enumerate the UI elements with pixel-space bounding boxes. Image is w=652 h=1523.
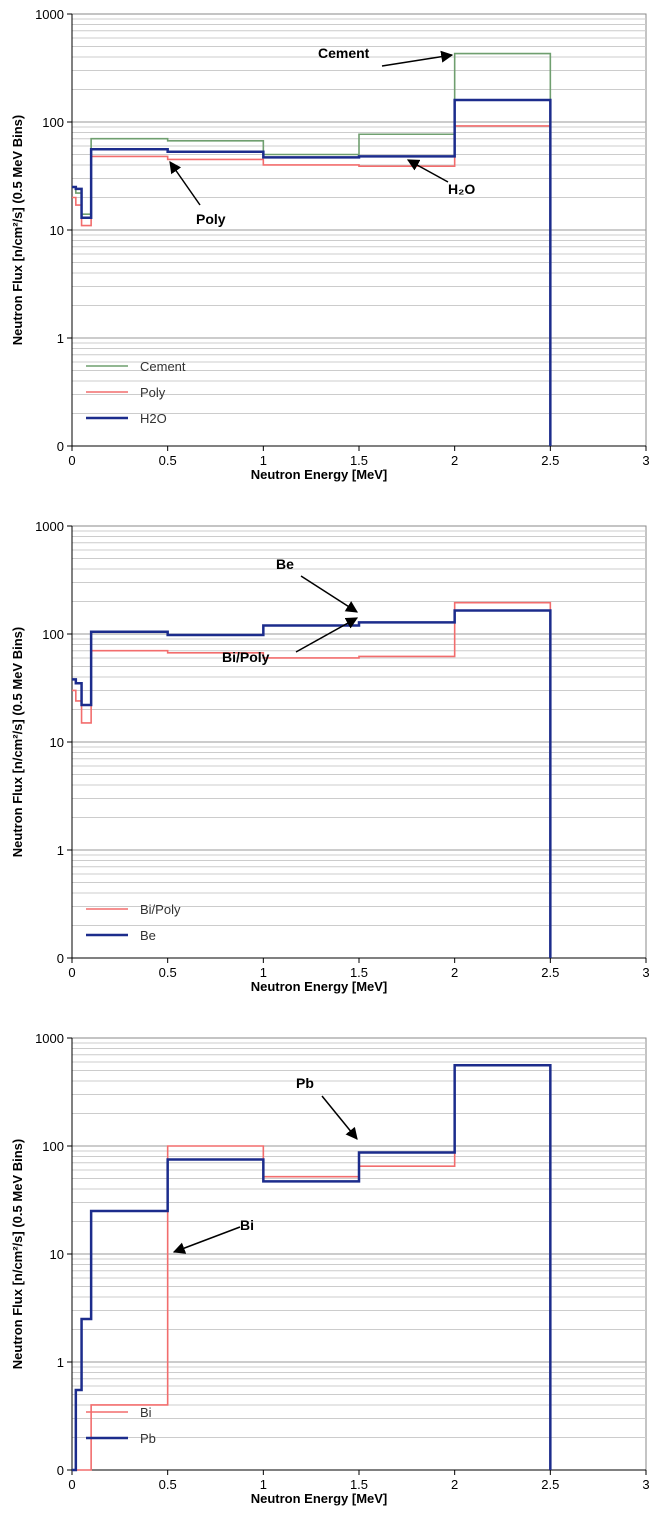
annotation-label: H₂O — [448, 181, 475, 197]
annotation-arrow — [321, 1095, 358, 1140]
chart-panel-2: 0 0.5 1 1.5 2 2.5 3 0 1 10 100 1000 Neutron Energy [… — [0, 512, 652, 1012]
x-tick-label: 0.5 — [159, 453, 177, 468]
y-tick-label: 1 — [57, 331, 64, 346]
x-tick-label: 0.5 — [159, 1477, 177, 1492]
x-tick-label: 0 — [68, 453, 75, 468]
chart-panel-1: 0 0.5 1 1.5 2 2.5 3 0 1 10 100 1000 Neutron Energy [… — [0, 0, 652, 500]
x-axis-label: Neutron Energy [MeV] — [251, 979, 388, 994]
y-tick-label: 10 — [50, 223, 64, 238]
annotation-label: Pb — [296, 1075, 314, 1091]
chart-2-svg: 0 0.5 1 1.5 2 2.5 3 0 1 10 100 1000 Neutron Energy [… — [10, 519, 650, 994]
annotation-label: Be — [276, 556, 294, 572]
y-tick-label: 1000 — [35, 519, 64, 534]
legend-label: Pb — [140, 1431, 156, 1446]
y-tick-label: 0 — [57, 1463, 64, 1478]
legend-label: Bi/Poly — [140, 902, 181, 917]
y-tick-label: 0 — [57, 951, 64, 966]
x-tick-label: 0 — [68, 965, 75, 980]
legend-label: H2O — [140, 411, 167, 426]
y-axis-label: Neutron Flux [n/cm²/s] (0.5 MeV Bins) — [10, 115, 25, 345]
x-tick-label: 2 — [451, 1477, 458, 1492]
annotation-arrow — [381, 50, 454, 67]
y-tick-label: 1 — [57, 1355, 64, 1370]
annotation-label: Bi — [240, 1217, 254, 1233]
x-tick-label: 2 — [451, 453, 458, 468]
x-tick-label: 2.5 — [541, 453, 559, 468]
y-tick-label: 0 — [57, 439, 64, 454]
x-axis-label: Neutron Energy [MeV] — [251, 1491, 388, 1506]
chart-1-svg: 0 0.5 1 1.5 2 2.5 3 0 1 10 100 1000 Neutron Energy [… — [10, 7, 650, 482]
legend-label: Cement — [140, 359, 186, 374]
y-tick-label: 10 — [50, 735, 64, 750]
x-tick-label: 3 — [642, 965, 649, 980]
y-tick-label: 100 — [42, 115, 64, 130]
legend-label: Bi — [140, 1405, 152, 1420]
series-line-bi-poly — [72, 601, 552, 958]
y-tick-label: 1000 — [35, 7, 64, 22]
y-tick-label: 10 — [50, 1247, 64, 1262]
y-tick-label: 1000 — [35, 1031, 64, 1046]
annotation-arrow — [295, 617, 359, 653]
y-tick-label: 1 — [57, 843, 64, 858]
x-tick-label: 2.5 — [541, 1477, 559, 1492]
x-tick-label: 0.5 — [159, 965, 177, 980]
x-tick-label: 1 — [260, 965, 267, 980]
x-tick-label: 1.5 — [350, 1477, 368, 1492]
y-axis-label: Neutron Flux [n/cm²/s] (0.5 MeV Bins) — [10, 1139, 25, 1369]
x-tick-label: 1 — [260, 453, 267, 468]
x-tick-label: 3 — [642, 1477, 649, 1492]
annotation-arrow — [406, 159, 449, 183]
annotation-label: Bi/Poly — [222, 649, 270, 665]
annotation-label: Cement — [318, 45, 370, 61]
x-tick-label: 2.5 — [541, 965, 559, 980]
x-tick-label: 2 — [451, 965, 458, 980]
series-line-be — [72, 609, 552, 958]
legend-label: Be — [140, 928, 156, 943]
chart-3-svg: 0 0.5 1 1.5 2 2.5 3 0 1 10 100 1000 Neutron Energy [… — [10, 1031, 650, 1506]
annotation-arrow — [169, 161, 201, 206]
legend-label: Poly — [140, 385, 166, 400]
series-line-h2o — [72, 98, 552, 446]
y-tick-label: 100 — [42, 1139, 64, 1154]
x-tick-label: 0 — [68, 1477, 75, 1492]
x-tick-label: 1.5 — [350, 965, 368, 980]
annotation-arrow — [300, 575, 359, 613]
chart-panel-3: 0 0.5 1 1.5 2 2.5 3 0 1 10 100 1000 Neutron Energy [… — [0, 1024, 652, 1523]
x-tick-label: 1 — [260, 1477, 267, 1492]
annotation-arrow — [172, 1226, 241, 1254]
y-tick-label: 100 — [42, 627, 64, 642]
series-line-pb — [72, 1063, 552, 1472]
x-tick-label: 1.5 — [350, 453, 368, 468]
x-tick-label: 3 — [642, 453, 649, 468]
y-axis-label: Neutron Flux [n/cm²/s] (0.5 MeV Bins) — [10, 627, 25, 857]
x-axis-label: Neutron Energy [MeV] — [251, 467, 388, 482]
annotation-label: Poly — [196, 211, 226, 227]
